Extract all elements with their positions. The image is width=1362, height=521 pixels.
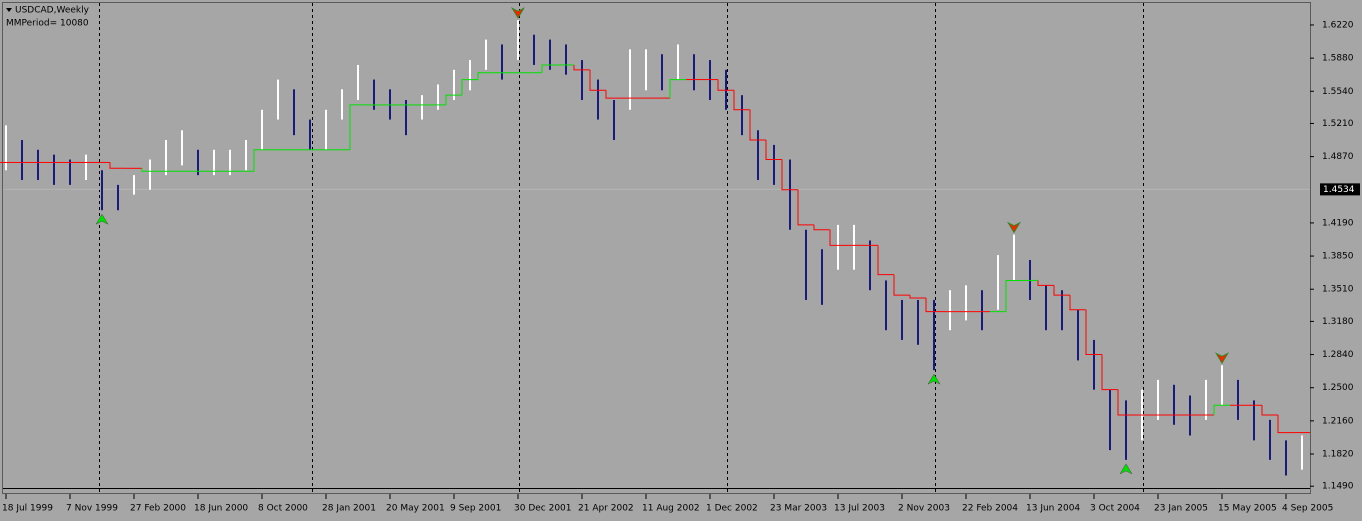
stop-line bbox=[813, 224, 830, 231]
plot-frame bbox=[2, 2, 1311, 494]
stop-line bbox=[749, 109, 766, 141]
x-tick-label: 9 Sep 2001 bbox=[450, 504, 501, 514]
y-tick-label: 1.3510 bbox=[1322, 285, 1354, 295]
x-tick-label: 1 Dec 2002 bbox=[706, 504, 758, 514]
stop-line bbox=[781, 159, 798, 191]
x-tick-label: 28 Jan 2001 bbox=[322, 504, 376, 514]
stop-line bbox=[605, 90, 622, 99]
stop-line bbox=[349, 104, 366, 150]
x-tick-label: 27 Feb 2000 bbox=[130, 504, 186, 514]
stop-line bbox=[109, 162, 126, 169]
y-tick-label: 1.1490 bbox=[1322, 482, 1354, 492]
x-tick-label: 4 Sep 2005 bbox=[1282, 504, 1333, 514]
x-tick-label: 2 Nov 2003 bbox=[898, 504, 950, 514]
x-tick-label: 18 Jun 2000 bbox=[194, 504, 248, 514]
stop-line bbox=[893, 274, 910, 296]
y-tick-label: 1.3180 bbox=[1322, 317, 1354, 327]
stop-line bbox=[477, 72, 494, 80]
sell-arrow bbox=[510, 7, 526, 19]
sell-arrow bbox=[1214, 352, 1230, 365]
x-tick-label: 30 Dec 2001 bbox=[514, 504, 572, 514]
y-tick-label: 1.1820 bbox=[1322, 450, 1354, 460]
stop-line bbox=[1101, 354, 1118, 391]
indicator-label: MMPeriod= 10080 bbox=[6, 19, 89, 29]
stop-line bbox=[1261, 405, 1278, 416]
y-tick-label: 1.4190 bbox=[1322, 218, 1354, 228]
x-tick-label: 8 Oct 2000 bbox=[258, 504, 308, 514]
stop-line bbox=[445, 94, 462, 105]
stop-line bbox=[589, 69, 606, 91]
stop-line bbox=[141, 168, 158, 172]
x-tick-label: 13 Jun 2004 bbox=[1026, 504, 1080, 514]
y-tick-label: 1.5880 bbox=[1322, 54, 1354, 64]
stop-line bbox=[461, 79, 478, 96]
y-tick-label: 1.2500 bbox=[1322, 383, 1354, 393]
current-price-box bbox=[1320, 183, 1360, 196]
x-tick-label: 23 Jan 2005 bbox=[1154, 504, 1208, 514]
current-price-label: 1.4534 bbox=[1323, 185, 1355, 195]
stop-line bbox=[1213, 404, 1230, 416]
stop-line bbox=[1277, 415, 1294, 434]
stop-line bbox=[829, 229, 846, 246]
buy-arrow bbox=[927, 373, 941, 385]
y-tick-label: 1.5540 bbox=[1322, 87, 1354, 97]
stop-line bbox=[1037, 280, 1054, 286]
stop-line bbox=[1085, 309, 1102, 356]
stop-line bbox=[541, 64, 558, 73]
x-tick-label: 15 May 2005 bbox=[1218, 504, 1277, 514]
chart-title: USDCAD,Weekly bbox=[15, 6, 90, 16]
x-tick-label: 18 Jul 1999 bbox=[2, 504, 53, 514]
y-tick-label: 1.2840 bbox=[1322, 350, 1354, 360]
stop-line bbox=[925, 297, 942, 313]
y-tick-label: 1.4870 bbox=[1322, 152, 1354, 162]
stop-line bbox=[797, 189, 814, 226]
stop-line bbox=[573, 64, 590, 71]
x-tick-label: 7 Nov 1999 bbox=[66, 504, 118, 514]
stop-line bbox=[1069, 295, 1086, 311]
period-separators bbox=[99, 3, 1144, 493]
x-tick-label: 20 May 2001 bbox=[386, 504, 445, 514]
buy-arrow bbox=[1119, 463, 1133, 475]
stop-line bbox=[733, 90, 750, 111]
stop-line bbox=[877, 245, 894, 276]
menu-triangle[interactable] bbox=[6, 8, 12, 12]
x-tick-label: 11 Aug 2002 bbox=[642, 504, 700, 514]
stop-line bbox=[765, 140, 782, 161]
x-tick-label: 13 Jul 2003 bbox=[834, 504, 885, 514]
stop-line bbox=[1005, 279, 1022, 312]
stop-line bbox=[909, 295, 926, 299]
y-tick-label: 1.6220 bbox=[1322, 20, 1354, 30]
buy-arrow bbox=[95, 213, 109, 225]
x-tick-label: 23 Mar 2003 bbox=[770, 504, 827, 514]
y-tick-label: 1.5210 bbox=[1322, 119, 1354, 129]
sell-arrow bbox=[1006, 221, 1022, 234]
stop-line bbox=[717, 79, 734, 91]
y-tick-label: 1.3850 bbox=[1322, 252, 1354, 262]
stop-line bbox=[253, 149, 270, 172]
x-tick-label: 3 Oct 2004 bbox=[1090, 504, 1140, 514]
x-tick-label: 22 Feb 2004 bbox=[962, 504, 1018, 514]
x-tick-label: 21 Apr 2002 bbox=[578, 504, 634, 514]
stop-line bbox=[669, 79, 686, 99]
stop-line bbox=[1117, 389, 1134, 416]
y-tick-label: 1.2160 bbox=[1322, 416, 1354, 426]
stop-line bbox=[1053, 285, 1070, 296]
